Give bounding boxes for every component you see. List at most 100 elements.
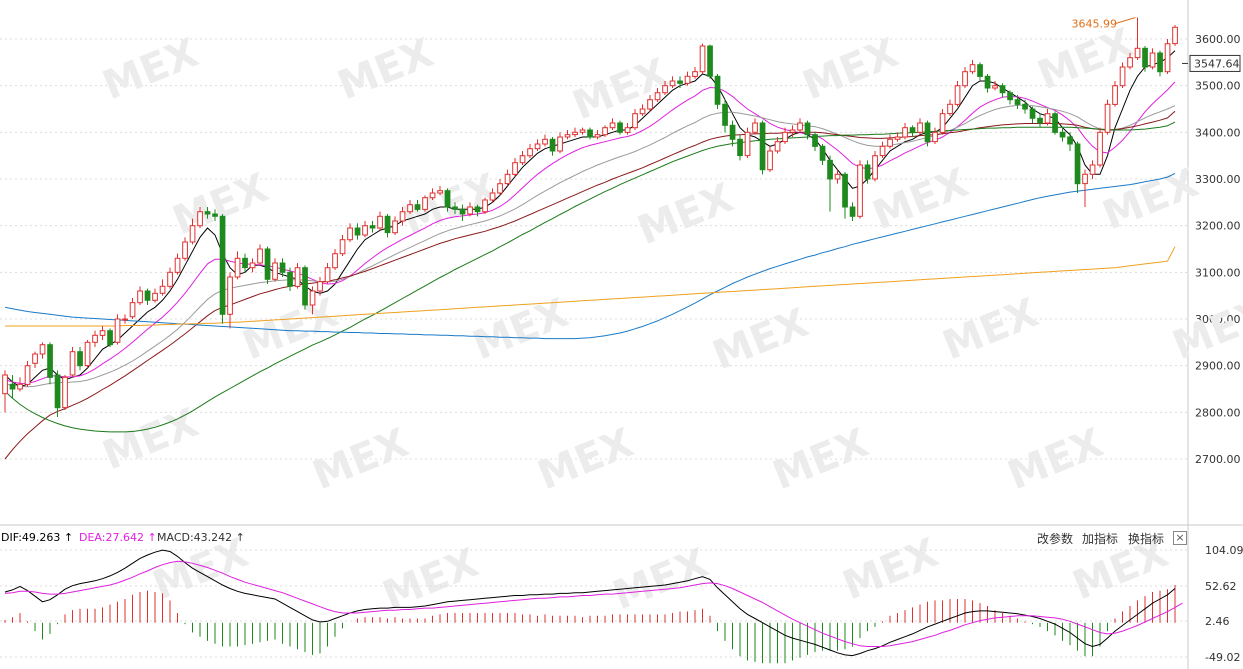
candle bbox=[294, 263, 301, 289]
price-tick-label: 3400.00 bbox=[1195, 126, 1241, 139]
candle bbox=[737, 134, 743, 161]
candle bbox=[309, 286, 316, 315]
candle bbox=[489, 188, 496, 203]
candle bbox=[302, 265, 308, 310]
candle bbox=[999, 83, 1006, 98]
candle bbox=[939, 109, 946, 135]
candle bbox=[534, 139, 541, 151]
candle bbox=[77, 347, 83, 371]
candle bbox=[1014, 95, 1021, 109]
candle bbox=[62, 375, 68, 410]
candle bbox=[542, 134, 548, 147]
candle bbox=[804, 120, 811, 140]
candle bbox=[1164, 39, 1171, 74]
candle bbox=[744, 127, 751, 158]
candle bbox=[887, 134, 893, 149]
candle bbox=[444, 188, 451, 212]
candle bbox=[924, 120, 931, 147]
candle bbox=[144, 288, 151, 305]
candle bbox=[92, 330, 98, 347]
candle bbox=[984, 74, 991, 93]
candle bbox=[287, 267, 293, 291]
candle bbox=[587, 127, 593, 140]
candle bbox=[1119, 62, 1126, 88]
candle bbox=[797, 118, 803, 133]
candle bbox=[909, 125, 916, 137]
candle bbox=[182, 237, 188, 261]
candle bbox=[407, 200, 413, 214]
candle bbox=[812, 132, 818, 151]
macd-label: MACD:43.242 ↑ bbox=[157, 531, 245, 544]
candle bbox=[422, 195, 428, 212]
watermark-text: MEX bbox=[467, 290, 575, 369]
watermark-text: MEX bbox=[332, 30, 440, 109]
candle bbox=[467, 202, 473, 217]
candle bbox=[174, 253, 181, 275]
candle bbox=[714, 74, 721, 109]
candle bbox=[17, 377, 23, 392]
candle bbox=[339, 235, 346, 256]
candle bbox=[699, 43, 706, 74]
candle bbox=[159, 279, 166, 296]
add-indicator-button[interactable]: 加指标 bbox=[1082, 532, 1119, 546]
price-tick-label: 3100.00 bbox=[1195, 266, 1241, 279]
candle bbox=[129, 298, 136, 319]
candle bbox=[969, 60, 976, 74]
candle bbox=[684, 71, 691, 86]
candle bbox=[977, 62, 983, 81]
candle bbox=[1059, 127, 1066, 142]
candle bbox=[377, 211, 383, 231]
candle bbox=[692, 67, 698, 79]
current-price-box bbox=[1189, 54, 1241, 72]
candle bbox=[114, 314, 121, 345]
candle bbox=[107, 328, 113, 347]
candle bbox=[992, 81, 998, 91]
candle bbox=[1157, 50, 1163, 77]
candle bbox=[827, 155, 833, 212]
watermark-text: MEX bbox=[1167, 290, 1243, 369]
candle bbox=[894, 132, 901, 142]
price-tick-label: 2900.00 bbox=[1195, 360, 1241, 373]
candle bbox=[482, 197, 488, 214]
candle bbox=[759, 120, 766, 175]
candle bbox=[392, 216, 398, 235]
change-params-button[interactable]: 改参数 bbox=[1037, 532, 1074, 546]
candle bbox=[774, 137, 781, 154]
dif-line bbox=[4, 549, 1176, 657]
candle bbox=[1097, 127, 1103, 168]
switch-indicator-button[interactable]: 换指标 bbox=[1128, 532, 1165, 546]
candle bbox=[324, 263, 331, 284]
candle bbox=[474, 204, 481, 217]
candle bbox=[1029, 106, 1036, 123]
moving-average-line bbox=[4, 121, 1176, 433]
candle bbox=[1067, 132, 1073, 151]
candle bbox=[189, 218, 196, 245]
candle bbox=[152, 288, 158, 303]
candle bbox=[32, 351, 38, 368]
candle bbox=[879, 141, 886, 158]
price-tick-label: 2700.00 bbox=[1195, 453, 1241, 466]
watermark-text: MEX bbox=[1032, 20, 1140, 99]
candle bbox=[1082, 169, 1088, 207]
candle bbox=[1172, 25, 1178, 46]
candle bbox=[579, 127, 586, 135]
candle bbox=[332, 249, 338, 270]
candle bbox=[24, 361, 31, 387]
close-icon[interactable]: × bbox=[1173, 531, 1187, 545]
candle bbox=[512, 158, 518, 177]
candle bbox=[1052, 111, 1058, 135]
candle bbox=[572, 127, 578, 137]
candle bbox=[602, 125, 608, 137]
candle bbox=[752, 118, 758, 135]
candle bbox=[212, 209, 218, 221]
watermark-text: MEX bbox=[797, 30, 905, 109]
candle bbox=[729, 120, 736, 147]
candle bbox=[347, 223, 353, 242]
watermark-text: MEX bbox=[1002, 420, 1110, 499]
candle bbox=[954, 81, 961, 107]
candle bbox=[369, 221, 376, 233]
candle bbox=[54, 370, 61, 417]
candle bbox=[654, 88, 661, 102]
